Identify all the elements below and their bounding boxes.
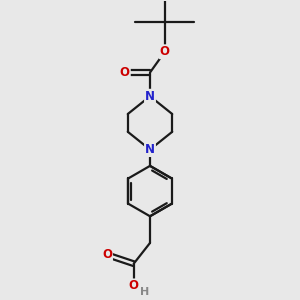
Text: N: N — [145, 143, 155, 156]
Text: O: O — [160, 45, 170, 58]
Text: O: O — [129, 279, 139, 292]
Text: O: O — [102, 248, 112, 261]
Text: O: O — [120, 66, 130, 79]
Text: N: N — [145, 90, 155, 103]
Text: H: H — [140, 287, 150, 297]
